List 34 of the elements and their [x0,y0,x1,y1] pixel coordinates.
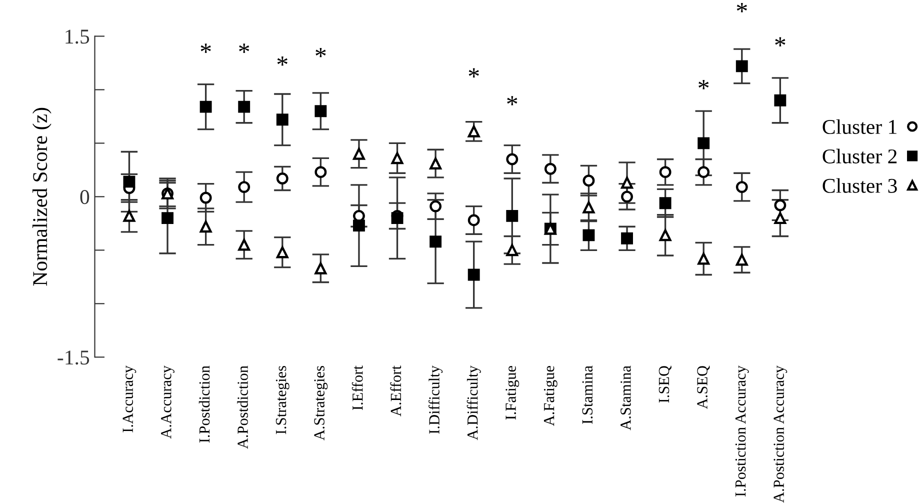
annotation: * [200,44,211,53]
legend-label: Cluster 2 [822,148,897,164]
annotation: * [316,48,326,58]
x-tick-label: A.Postdiction [237,366,248,449]
annotation: * [736,3,747,12]
x-tick-label: A.Fatigue [544,366,558,426]
annotation: * [507,96,518,106]
x-tick-label: I.Stamina [582,366,593,424]
x-tick-label: I.Difficulty [428,366,443,434]
annotation: * [775,37,786,46]
legend-label: Cluster 1 [822,119,896,134]
x-tick-label: I.Strategies [276,366,290,434]
y-tick-label: -1.5 [58,350,90,365]
x-tick-label: I.Fatigue [506,366,520,420]
y-tick-label: 1.5 [66,30,90,44]
y-axis-title: Normalized Score (z) [32,108,52,286]
x-tick-label: A.Stamina [620,366,631,430]
x-tick-label: I.Postdiction [198,366,210,443]
x-tick-label: I.Accuracy [122,366,136,432]
annotation: * [468,68,479,78]
x-tick-label: A.SEQ [697,366,710,410]
x-tick-label: A.Strategies [314,366,328,440]
x-tick-label: A.Effort [390,366,402,416]
x-tick-label: A.Difficulty [466,366,481,440]
annotation: * [277,56,288,66]
x-tick-label: A.Postiction Accuracy [774,366,788,503]
annotation: * [239,44,250,53]
x-tick-label: A.Accuracy [161,366,174,439]
x-tick-label: I.SEQ [658,366,672,403]
y-tick-label: 0 [80,190,90,204]
annotation: * [698,80,709,90]
legend-label: Cluster 3 [822,178,897,193]
x-tick-label: I.Effort [352,366,363,410]
x-tick-label: I.Postiction Accuracy [735,366,749,496]
